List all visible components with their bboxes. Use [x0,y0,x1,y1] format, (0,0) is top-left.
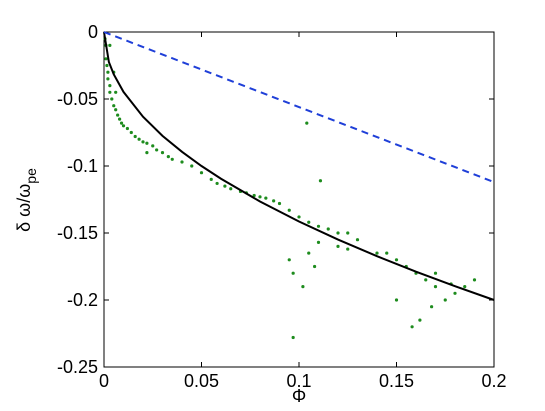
x-tick-label: 0.05 [184,371,219,391]
data-point [433,285,438,289]
data-point [316,240,321,244]
data-point [190,164,194,168]
data-point [110,97,114,101]
data-point [145,141,149,145]
data-point [108,43,112,48]
data-point [287,258,291,262]
data-point [318,179,323,183]
curve [103,31,495,301]
data-point [118,117,122,121]
data-point [108,84,112,88]
data-point [108,90,112,94]
y-tick-label: -0.25 [57,357,98,377]
data-point [424,278,428,282]
data-point [316,224,321,228]
data-point [145,151,149,155]
y-tick-label: -0.15 [57,223,98,243]
data-point [287,208,291,212]
data-point [170,157,174,161]
data-point [463,285,467,289]
y-tick-label: 0 [88,22,98,42]
data-point [291,335,295,340]
y-axis-label-sub: pe [23,168,39,184]
data-point [125,126,129,131]
data-point [346,231,350,235]
y-axis-label: δ ω/ωpe [14,168,39,232]
data-point [394,258,399,262]
data-point [180,160,184,164]
data-point [430,305,434,309]
data-point [119,121,124,125]
data-point [106,77,110,81]
data-point [307,220,311,224]
data-point [301,285,305,289]
data-point [133,134,137,139]
x-tick-label: 0.2 [481,371,506,391]
data-point [215,181,219,186]
x-tick-label: 0.1 [286,371,311,391]
data-point [433,271,438,275]
data-point [105,63,109,68]
data-point [355,238,360,242]
data-point [106,70,110,74]
data-point [326,227,330,231]
data-point [336,231,340,235]
data-point [313,264,317,269]
data-point [229,187,233,191]
data-point [151,144,155,148]
plot-frame [103,31,495,368]
data-point [209,177,213,181]
data-point [223,184,227,188]
data-point [258,195,262,199]
x-axis-label: Φ [292,386,306,406]
data-point [394,298,399,302]
y-tick-label: -0.05 [57,89,98,109]
data-point [114,90,118,94]
data-point [297,215,301,219]
data-point [277,201,282,206]
x-tick-label: 0.15 [379,371,414,391]
data-point [104,57,108,61]
data-point [264,196,268,200]
data-point [305,121,309,125]
data-point [112,104,116,108]
x-tick-label: 0 [99,371,109,391]
y-tick-label: -0.1 [67,156,98,176]
data-point [155,148,159,152]
data-point [336,244,340,248]
data-point [272,199,276,203]
data-point [472,278,477,282]
data-point [129,130,133,135]
data-point [141,140,145,144]
data-point [385,251,389,255]
data-point [121,124,126,128]
data-point [443,298,447,302]
data-point [307,251,311,255]
data-point [166,155,170,159]
data-point [346,247,350,251]
y-tick-label: -0.2 [67,290,98,310]
curve [103,31,495,184]
data-point [453,291,457,295]
data-point [116,113,120,117]
data-point [410,325,414,329]
data-point [375,251,379,255]
data-point [160,151,165,155]
data-point [418,318,422,322]
data-point [252,193,256,198]
data-point [291,271,295,275]
data-point [114,108,118,112]
data-point [199,171,204,175]
data-point [137,137,141,141]
y-axis-label-main: δ ω/ω [14,184,34,232]
